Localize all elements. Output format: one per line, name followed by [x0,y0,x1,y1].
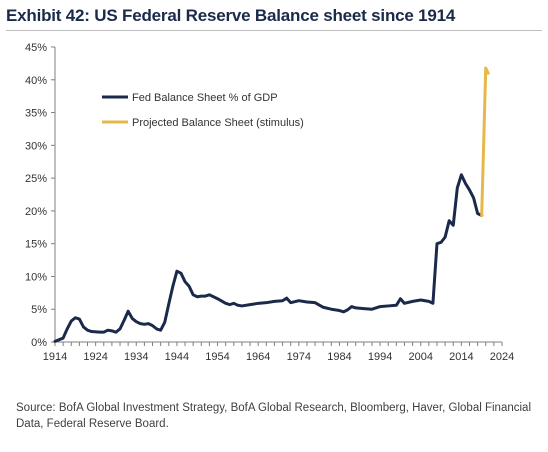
line-chart: 0% 5% 10% 15% 20% 25% 30% 35% 40% 45% 1914 1924 1934… [25,42,514,363]
y-tick-label: 35% [25,108,47,120]
x-tick-label: 2014 [449,351,473,363]
x-tick-label: 1934 [124,351,148,363]
y-tick-label: 20% [25,206,47,218]
x-tick-label: 2024 [490,351,514,363]
y-tick-label: 5% [31,304,47,316]
y-tick-label: 10% [25,271,47,283]
y-tick-label: 25% [25,173,47,185]
x-tick-label: 1974 [287,351,311,363]
chart-axes: 0% 5% 10% 15% 20% 25% 30% 35% 40% 45% 1914 1924 1934… [25,42,514,363]
x-tick-label: 1914 [43,351,67,363]
x-tick-label: 1964 [246,351,270,363]
x-tick-label: 1994 [368,351,392,363]
y-tick-label: 45% [25,42,47,54]
y-tick-label: 30% [25,140,47,152]
x-tick-label: 1924 [83,351,107,363]
x-tick-label: 2004 [408,351,432,363]
y-tick-label: 40% [25,75,47,87]
chart-legend: Fed Balance Sheet % of GDP Projected Bala… [102,92,304,129]
x-tick-label: 1984 [327,351,351,363]
legend-label: Projected Balance Sheet (stimulus) [132,117,304,129]
source-note: Source: BofA Global Investment Strategy,… [16,402,531,430]
x-tick-label: 1954 [205,351,229,363]
y-tick-label: 0% [31,337,47,349]
legend-label: Fed Balance Sheet % of GDP [132,92,278,104]
chart-title: Exhibit 42: US Federal Reserve Balance s… [6,6,456,25]
title-divider [6,30,542,31]
y-tick-label: 15% [25,239,47,251]
x-tick-label: 1944 [165,351,189,363]
chart-lines [53,66,490,343]
series-line-projected-balance-sheet [480,66,490,217]
series-line-fed-balance-sheet [53,173,484,343]
